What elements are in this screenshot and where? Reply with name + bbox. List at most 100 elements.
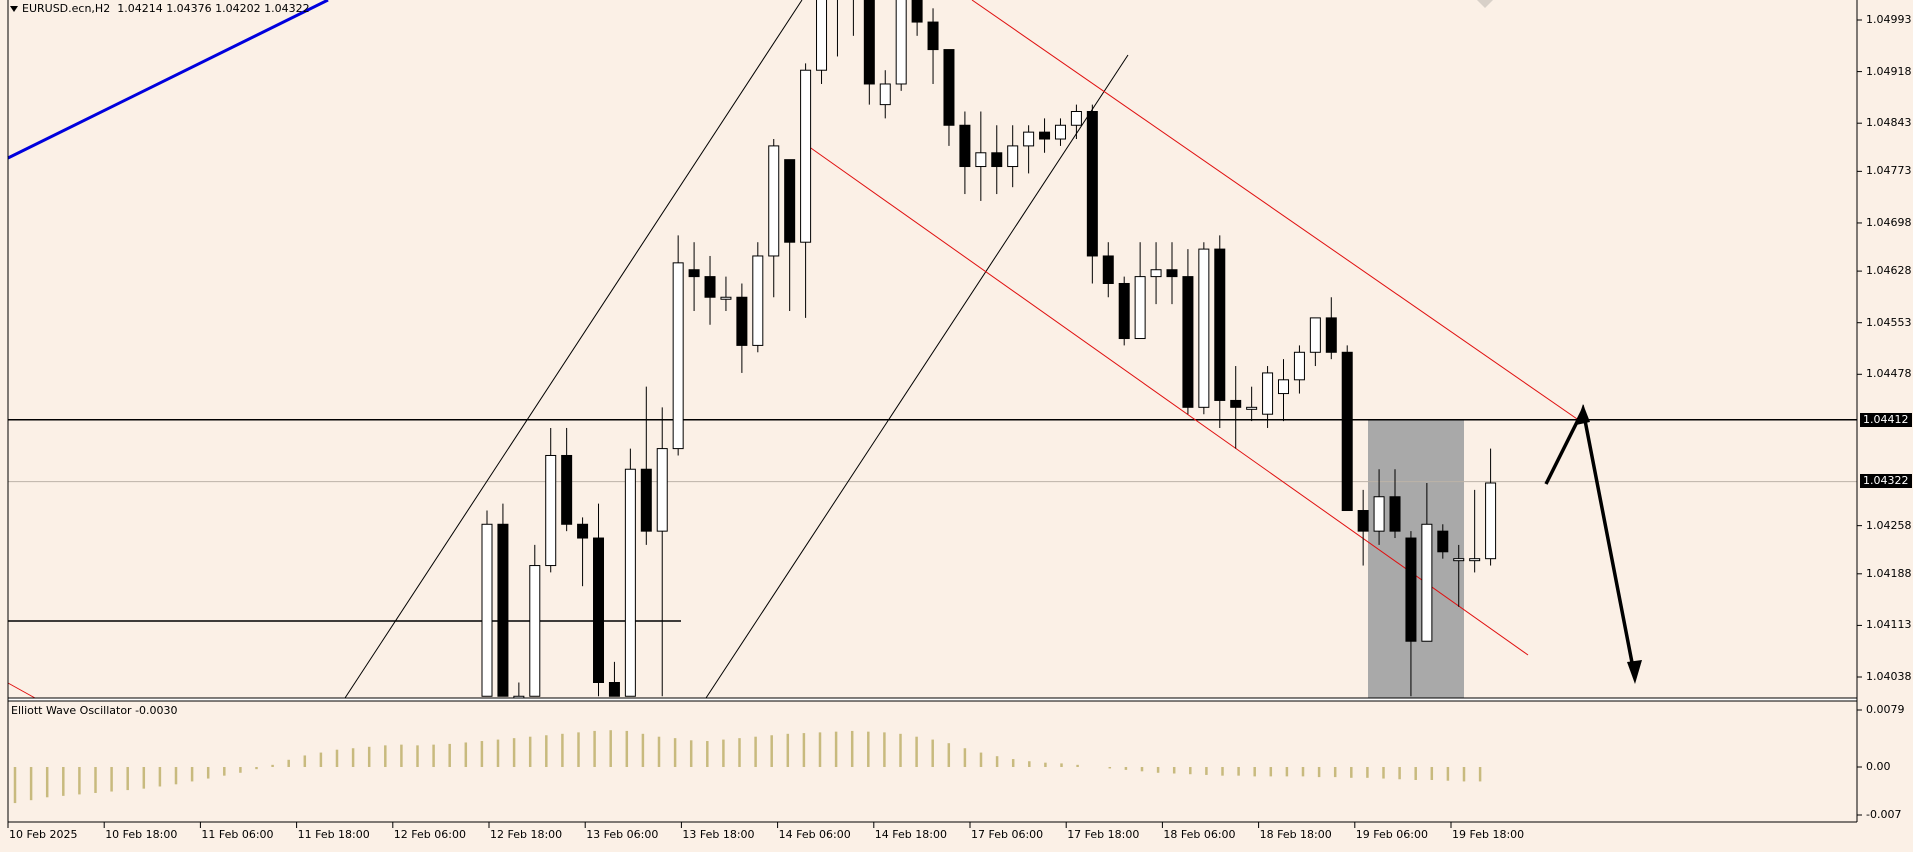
candle-body[interactable] <box>1023 131 1035 147</box>
candle-body[interactable] <box>561 454 573 525</box>
candle-body[interactable] <box>656 448 668 532</box>
candle-body[interactable] <box>481 523 493 697</box>
candle-body[interactable] <box>816 0 828 71</box>
price-tick-label: 1.04038 <box>1866 670 1912 683</box>
red-channel-upper[interactable] <box>971 0 1581 422</box>
candle-body[interactable] <box>800 69 812 243</box>
candle-body[interactable] <box>1182 276 1194 408</box>
blue-trend-line[interactable] <box>7 0 329 160</box>
candle-body[interactable] <box>879 83 891 106</box>
price-tick-label: 1.04113 <box>1866 618 1912 632</box>
price-tick-label: 1.04258 <box>1866 518 1912 532</box>
time-tick-label: 10 Feb 18:00 <box>105 828 178 841</box>
candle-body[interactable] <box>943 49 955 126</box>
price-tick-label: 1.04843 <box>1866 116 1912 130</box>
candle-body[interactable] <box>1421 523 1433 642</box>
candle-body[interactable] <box>608 682 620 697</box>
candle-body[interactable] <box>1469 558 1481 562</box>
candle-body[interactable] <box>911 0 923 23</box>
candle-body[interactable] <box>577 523 589 539</box>
oscillator-tick-label: -0.007 <box>1866 808 1902 821</box>
price-tick-label: 1.04188 <box>1866 566 1912 580</box>
price-tick-label: 1.04918 <box>1866 64 1912 78</box>
candle-body[interactable] <box>704 276 716 298</box>
candle-body[interactable] <box>1453 558 1465 562</box>
red-line-fragment[interactable] <box>7 682 36 699</box>
time-tick-label: 11 Feb 06:00 <box>201 828 274 841</box>
channel-line-right[interactable] <box>705 54 1129 699</box>
price-tick-label: 1.04553 <box>1866 315 1912 329</box>
candle-body[interactable] <box>1214 248 1226 401</box>
candle-body[interactable] <box>1134 276 1146 340</box>
candle-body[interactable] <box>1150 269 1162 278</box>
candle-body[interactable] <box>927 21 939 51</box>
time-tick-label: 13 Feb 18:00 <box>682 828 755 841</box>
channel-line-left[interactable] <box>344 0 803 699</box>
time-tick-label: 18 Feb 18:00 <box>1259 828 1332 841</box>
level-price-tag: 1.04412 <box>1860 413 1912 427</box>
price-tick-label: 1.04773 <box>1866 164 1912 178</box>
time-tick-label: 12 Feb 18:00 <box>490 828 563 841</box>
candle-body[interactable] <box>497 523 509 697</box>
time-tick-label: 17 Feb 18:00 <box>1067 828 1140 841</box>
candle-body[interactable] <box>863 0 875 85</box>
candle-body[interactable] <box>529 565 541 697</box>
candle-body[interactable] <box>1054 124 1066 140</box>
candle-body[interactable] <box>1437 530 1449 553</box>
candle-body[interactable] <box>1007 145 1019 168</box>
candle-body[interactable] <box>1389 496 1401 532</box>
oscillator-tick-label: 0.00 <box>1866 760 1891 773</box>
candle-body[interactable] <box>991 152 1003 168</box>
oscillator-tick-label: 0.0079 <box>1866 703 1905 716</box>
candle-body[interactable] <box>1070 110 1082 126</box>
candle-body[interactable] <box>545 454 557 567</box>
candle-body[interactable] <box>1246 406 1258 410</box>
candle-body[interactable] <box>1166 269 1178 278</box>
time-tick-label: 11 Feb 18:00 <box>297 828 370 841</box>
price-tick-label: 1.04628 <box>1866 264 1912 278</box>
candle-body[interactable] <box>975 152 987 168</box>
arrow-down-icon <box>1627 660 1642 684</box>
candle-body[interactable] <box>720 296 732 300</box>
candle-body[interactable] <box>1373 496 1385 532</box>
candle-body[interactable] <box>1198 248 1210 408</box>
candle-body[interactable] <box>593 537 605 684</box>
candle-body[interactable] <box>1485 482 1497 560</box>
candle-body[interactable] <box>752 255 764 346</box>
candle-body[interactable] <box>1309 317 1321 353</box>
candle-body[interactable] <box>640 468 652 532</box>
candle-body[interactable] <box>959 124 971 168</box>
candle-body[interactable] <box>736 296 748 346</box>
panel-separator <box>7 697 1858 702</box>
candle-body[interactable] <box>1293 351 1305 381</box>
price-tick-label: 1.04698 <box>1866 215 1912 229</box>
ohlc-label: 1.04214 1.04376 1.04202 1.04322 <box>117 2 310 15</box>
candle-body[interactable] <box>688 269 700 278</box>
candle-body[interactable] <box>624 468 636 697</box>
time-tick-label: 14 Feb 06:00 <box>778 828 851 841</box>
candle-body[interactable] <box>1102 255 1114 284</box>
candle-body[interactable] <box>1357 510 1369 532</box>
candle-body[interactable] <box>1405 537 1417 642</box>
candle-body[interactable] <box>1262 372 1274 415</box>
candle-body[interactable] <box>672 262 684 450</box>
candle-body[interactable] <box>784 159 796 243</box>
candle-body[interactable] <box>1118 282 1130 340</box>
dropdown-triangle-icon[interactable] <box>10 6 18 12</box>
candle-body[interactable] <box>1230 399 1242 408</box>
candle-body[interactable] <box>1341 351 1353 512</box>
time-tick-label: 12 Feb 06:00 <box>393 828 466 841</box>
candle-body[interactable] <box>768 145 780 257</box>
current-price-tag: 1.04322 <box>1860 474 1912 488</box>
candle-body[interactable] <box>1086 110 1098 257</box>
time-tick-label: 19 Feb 18:00 <box>1452 828 1525 841</box>
chart-title: EURUSD.ecn,H2 1.04214 1.04376 1.04202 1.… <box>10 2 310 15</box>
candle-body[interactable] <box>1039 131 1051 140</box>
candle-body[interactable] <box>895 0 907 85</box>
candle-body[interactable] <box>1325 317 1337 353</box>
candle-body[interactable] <box>1278 379 1289 395</box>
price-tick-label: 1.04993 <box>1866 13 1912 26</box>
time-tick-label: 14 Feb 18:00 <box>874 828 947 841</box>
time-tick-label: 17 Feb 06:00 <box>971 828 1044 841</box>
